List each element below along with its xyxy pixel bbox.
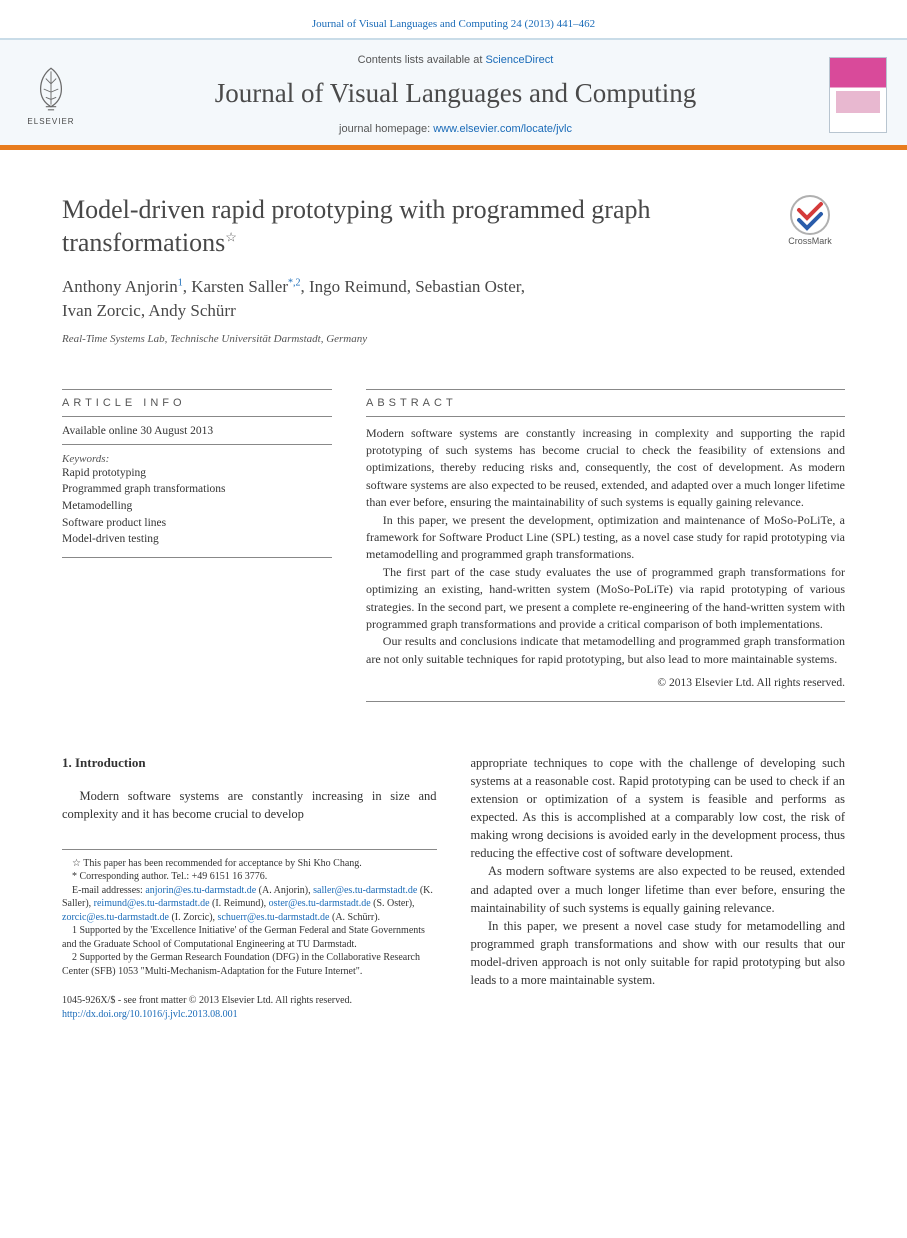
authors: Anthony Anjorin1, Karsten Saller*,2, Ing… bbox=[62, 275, 845, 323]
article-info-col: ARTICLE INFO Available online 30 August … bbox=[62, 389, 332, 702]
title-block: Model-driven rapid prototyping with prog… bbox=[62, 194, 755, 259]
author-sup-2[interactable]: *,2 bbox=[288, 277, 301, 288]
body-col-right: appropriate techniques to cope with the … bbox=[471, 754, 846, 1022]
abstract-p4: Our results and conclusions indicate tha… bbox=[366, 633, 845, 668]
footnote-emails: E-mail addresses: anjorin@es.tu-darmstad… bbox=[62, 884, 437, 925]
abstract-copyright: © 2013 Elsevier Ltd. All rights reserved… bbox=[366, 675, 845, 692]
paper-title: Model-driven rapid prototyping with prog… bbox=[62, 194, 755, 259]
title-note-marker: ☆ bbox=[225, 229, 237, 244]
crossmark-badge[interactable]: CrossMark bbox=[775, 194, 845, 246]
keyword: Metamodelling bbox=[62, 500, 132, 512]
intro-right-p3: In this paper, we present a novel case s… bbox=[471, 917, 846, 990]
contents-text: Contents lists available at bbox=[358, 54, 486, 66]
abstract-col: ABSTRACT Modern software systems are con… bbox=[366, 389, 845, 702]
footnote-corresponding: * Corresponding author. Tel.: +49 6151 1… bbox=[62, 870, 437, 884]
email-who: (S. Oster), bbox=[371, 898, 415, 909]
header-citation: Journal of Visual Languages and Computin… bbox=[0, 0, 907, 38]
footnotes: ☆ This paper has been recommended for ac… bbox=[62, 849, 437, 979]
footnote-1: 1 Supported by the 'Excellence Initiativ… bbox=[62, 924, 437, 951]
keyword: Model-driven testing bbox=[62, 533, 159, 545]
footer-bar: 1045-926X/$ - see front matter © 2013 El… bbox=[62, 994, 437, 1021]
intro-right-p2: As modern software systems are also expe… bbox=[471, 862, 846, 916]
title-row: Model-driven rapid prototyping with prog… bbox=[62, 194, 845, 259]
email-link[interactable]: schuerr@es.tu-darmstadt.de bbox=[218, 912, 330, 923]
journal-banner: ELSEVIER Contents lists available at Sci… bbox=[0, 38, 907, 150]
abstract-body: Modern software systems are constantly i… bbox=[366, 425, 845, 702]
citation-link[interactable]: Journal of Visual Languages and Computin… bbox=[312, 18, 595, 30]
banner-center: Contents lists available at ScienceDirec… bbox=[96, 54, 815, 135]
abstract-heading: ABSTRACT bbox=[366, 389, 845, 417]
email-link[interactable]: oster@es.tu-darmstadt.de bbox=[269, 898, 371, 909]
intro-heading: 1. Introduction bbox=[62, 754, 437, 773]
elsevier-logo: ELSEVIER bbox=[20, 59, 82, 131]
homepage-label: journal homepage: bbox=[339, 123, 433, 135]
abstract-p2: In this paper, we present the developmen… bbox=[366, 512, 845, 564]
abstract-p3: The first part of the case study evaluat… bbox=[366, 564, 845, 634]
email-link[interactable]: zorcic@es.tu-darmstadt.de bbox=[62, 912, 169, 923]
homepage-url[interactable]: www.elsevier.com/locate/jvlc bbox=[433, 123, 572, 135]
footnote-recommended: ☆ This paper has been recommended for ac… bbox=[62, 857, 437, 871]
email-who: (A. Schürr). bbox=[330, 912, 381, 923]
authors-line-2: Ivan Zorcic, Andy Schürr bbox=[62, 301, 236, 320]
body-columns: 1. Introduction Modern software systems … bbox=[62, 754, 845, 1022]
intro-left-p1: Modern software systems are constantly i… bbox=[62, 787, 437, 823]
author-sep-2: , Ingo Reimund, Sebastian Oster, bbox=[300, 277, 525, 296]
email-label: E-mail addresses: bbox=[72, 885, 145, 896]
article-content: Model-driven rapid prototyping with prog… bbox=[0, 150, 907, 1051]
email-link[interactable]: reimund@es.tu-darmstadt.de bbox=[94, 898, 210, 909]
keyword: Programmed graph transformations bbox=[62, 483, 226, 495]
keyword: Software product lines bbox=[62, 517, 166, 529]
available-online: Available online 30 August 2013 bbox=[62, 425, 332, 445]
keywords-list: Rapid prototyping Programmed graph trans… bbox=[62, 465, 332, 558]
email-who: (A. Anjorin), bbox=[256, 885, 313, 896]
author-sep-1: , Karsten Saller bbox=[183, 277, 288, 296]
article-info-heading: ARTICLE INFO bbox=[62, 389, 332, 417]
email-link[interactable]: saller@es.tu-darmstadt.de bbox=[313, 885, 417, 896]
abstract-p1: Modern software systems are constantly i… bbox=[366, 425, 845, 512]
journal-cover-thumbnail bbox=[829, 57, 887, 133]
crossmark-icon bbox=[789, 194, 831, 236]
contents-line: Contents lists available at ScienceDirec… bbox=[96, 54, 815, 66]
sciencedirect-link[interactable]: ScienceDirect bbox=[485, 54, 553, 66]
elsevier-logo-text: ELSEVIER bbox=[27, 117, 74, 126]
affiliation: Real-Time Systems Lab, Technische Univer… bbox=[62, 333, 845, 345]
info-abstract-row: ARTICLE INFO Available online 30 August … bbox=[62, 389, 845, 702]
journal-name: Journal of Visual Languages and Computin… bbox=[96, 78, 815, 109]
email-who: (I. Zorcic), bbox=[169, 912, 218, 923]
body-col-left: 1. Introduction Modern software systems … bbox=[62, 754, 437, 1022]
crossmark-label: CrossMark bbox=[788, 236, 832, 246]
email-link[interactable]: anjorin@es.tu-darmstadt.de bbox=[145, 885, 256, 896]
elsevier-tree-icon bbox=[25, 63, 77, 115]
keywords-label: Keywords: bbox=[62, 453, 332, 465]
keyword: Rapid prototyping bbox=[62, 467, 146, 479]
homepage-line: journal homepage: www.elsevier.com/locat… bbox=[96, 123, 815, 135]
title-text: Model-driven rapid prototyping with prog… bbox=[62, 195, 650, 257]
footer-copyright: 1045-926X/$ - see front matter © 2013 El… bbox=[62, 994, 437, 1008]
author-1: Anthony Anjorin bbox=[62, 277, 178, 296]
doi-link[interactable]: http://dx.doi.org/10.1016/j.jvlc.2013.08… bbox=[62, 1009, 238, 1020]
intro-right-p1: appropriate techniques to cope with the … bbox=[471, 754, 846, 863]
email-who: (I. Reimund), bbox=[210, 898, 269, 909]
footnote-2: 2 Supported by the German Research Found… bbox=[62, 951, 437, 978]
